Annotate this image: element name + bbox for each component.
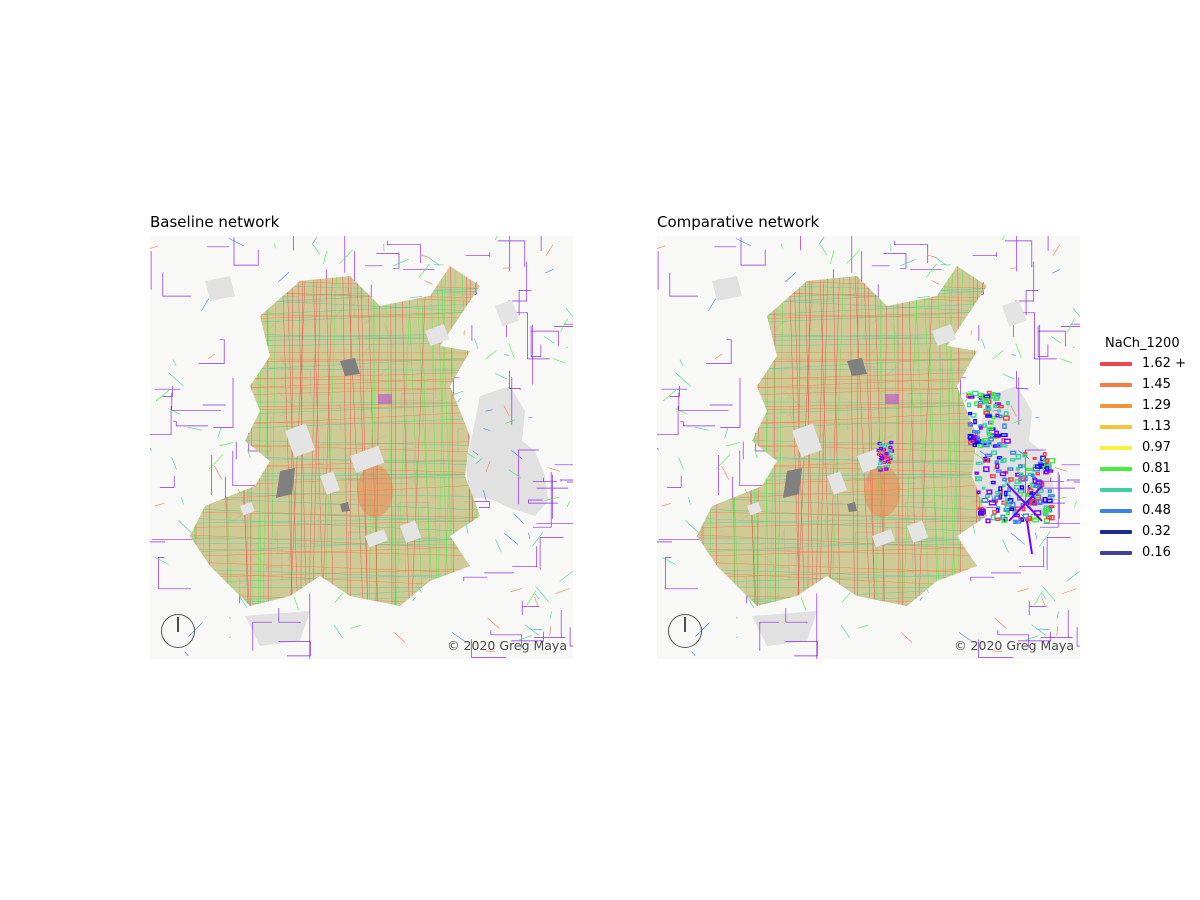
map-credit: © 2020 Greg Maya [447, 638, 567, 653]
baseline-network-svg [150, 236, 573, 659]
legend-swatch [1100, 466, 1132, 471]
legend-title: NaCh_1200 [1105, 336, 1180, 351]
buildings [276, 358, 360, 512]
legend-label: 1.62 + [1142, 356, 1186, 371]
legend-label: 1.29 [1142, 398, 1171, 413]
legend-label: 0.16 [1142, 545, 1171, 560]
centrality-hotspot [864, 465, 900, 517]
legend-label: 0.48 [1142, 503, 1171, 518]
legend-swatch [1100, 487, 1132, 492]
legend-swatch [1100, 361, 1132, 366]
north-arrow-icon [667, 613, 703, 649]
legend-swatch [1100, 382, 1132, 387]
legend-item: 0.16 [1096, 542, 1200, 563]
legend-item: 0.97 [1096, 437, 1200, 458]
comparative-map: © 2020 Greg Maya [657, 236, 1080, 659]
legend-label: 1.13 [1142, 419, 1171, 434]
centrality-hotspot [357, 465, 393, 517]
legend-swatch [1100, 445, 1132, 450]
comparative-network-svg [657, 236, 1080, 659]
baseline-map: © 2020 Greg Maya [150, 236, 573, 659]
legend-label: 0.97 [1142, 440, 1171, 455]
buildings [783, 358, 867, 512]
legend-swatch [1100, 508, 1132, 513]
legend-item: 1.45 [1096, 374, 1200, 395]
intervention-network [876, 390, 1056, 555]
legend-swatch [1100, 424, 1132, 429]
legend-item: 1.13 [1096, 416, 1200, 437]
legend-item: 1.62 + [1096, 353, 1200, 374]
legend-item: 0.81 [1096, 458, 1200, 479]
legend-item: 0.65 [1096, 479, 1200, 500]
legend-swatch [1100, 403, 1132, 408]
legend-item: 0.32 [1096, 521, 1200, 542]
legend-label: 0.32 [1142, 524, 1171, 539]
legend-label: 0.81 [1142, 461, 1171, 476]
open-spaces [239, 299, 520, 548]
panel-title: Comparative network [657, 213, 820, 231]
water-body [245, 611, 310, 646]
legend: NaCh_1200 1.62 + 1.45 1.29 1.13 0.97 0.81 0.65… [1096, 335, 1200, 563]
legend-item: 1.29 [1096, 395, 1200, 416]
legend-swatch [1100, 550, 1132, 555]
water-body [752, 611, 817, 646]
district-marker [885, 394, 899, 404]
legend-label: 1.45 [1142, 377, 1171, 392]
water-body [205, 276, 235, 301]
water-body [712, 276, 742, 301]
legend-swatch [1100, 529, 1132, 534]
legend-label: 0.65 [1142, 482, 1171, 497]
panel-title: Baseline network [150, 213, 280, 231]
legend-item: 0.48 [1096, 500, 1200, 521]
map-credit: © 2020 Greg Maya [954, 638, 1074, 653]
north-arrow-icon [160, 613, 196, 649]
open-spaces [747, 299, 1027, 548]
water-body [466, 386, 548, 516]
district-marker [378, 394, 392, 404]
legend-items: 1.62 + 1.45 1.29 1.13 0.97 0.81 0.65 0.48 0.32 0.… [1096, 353, 1200, 563]
